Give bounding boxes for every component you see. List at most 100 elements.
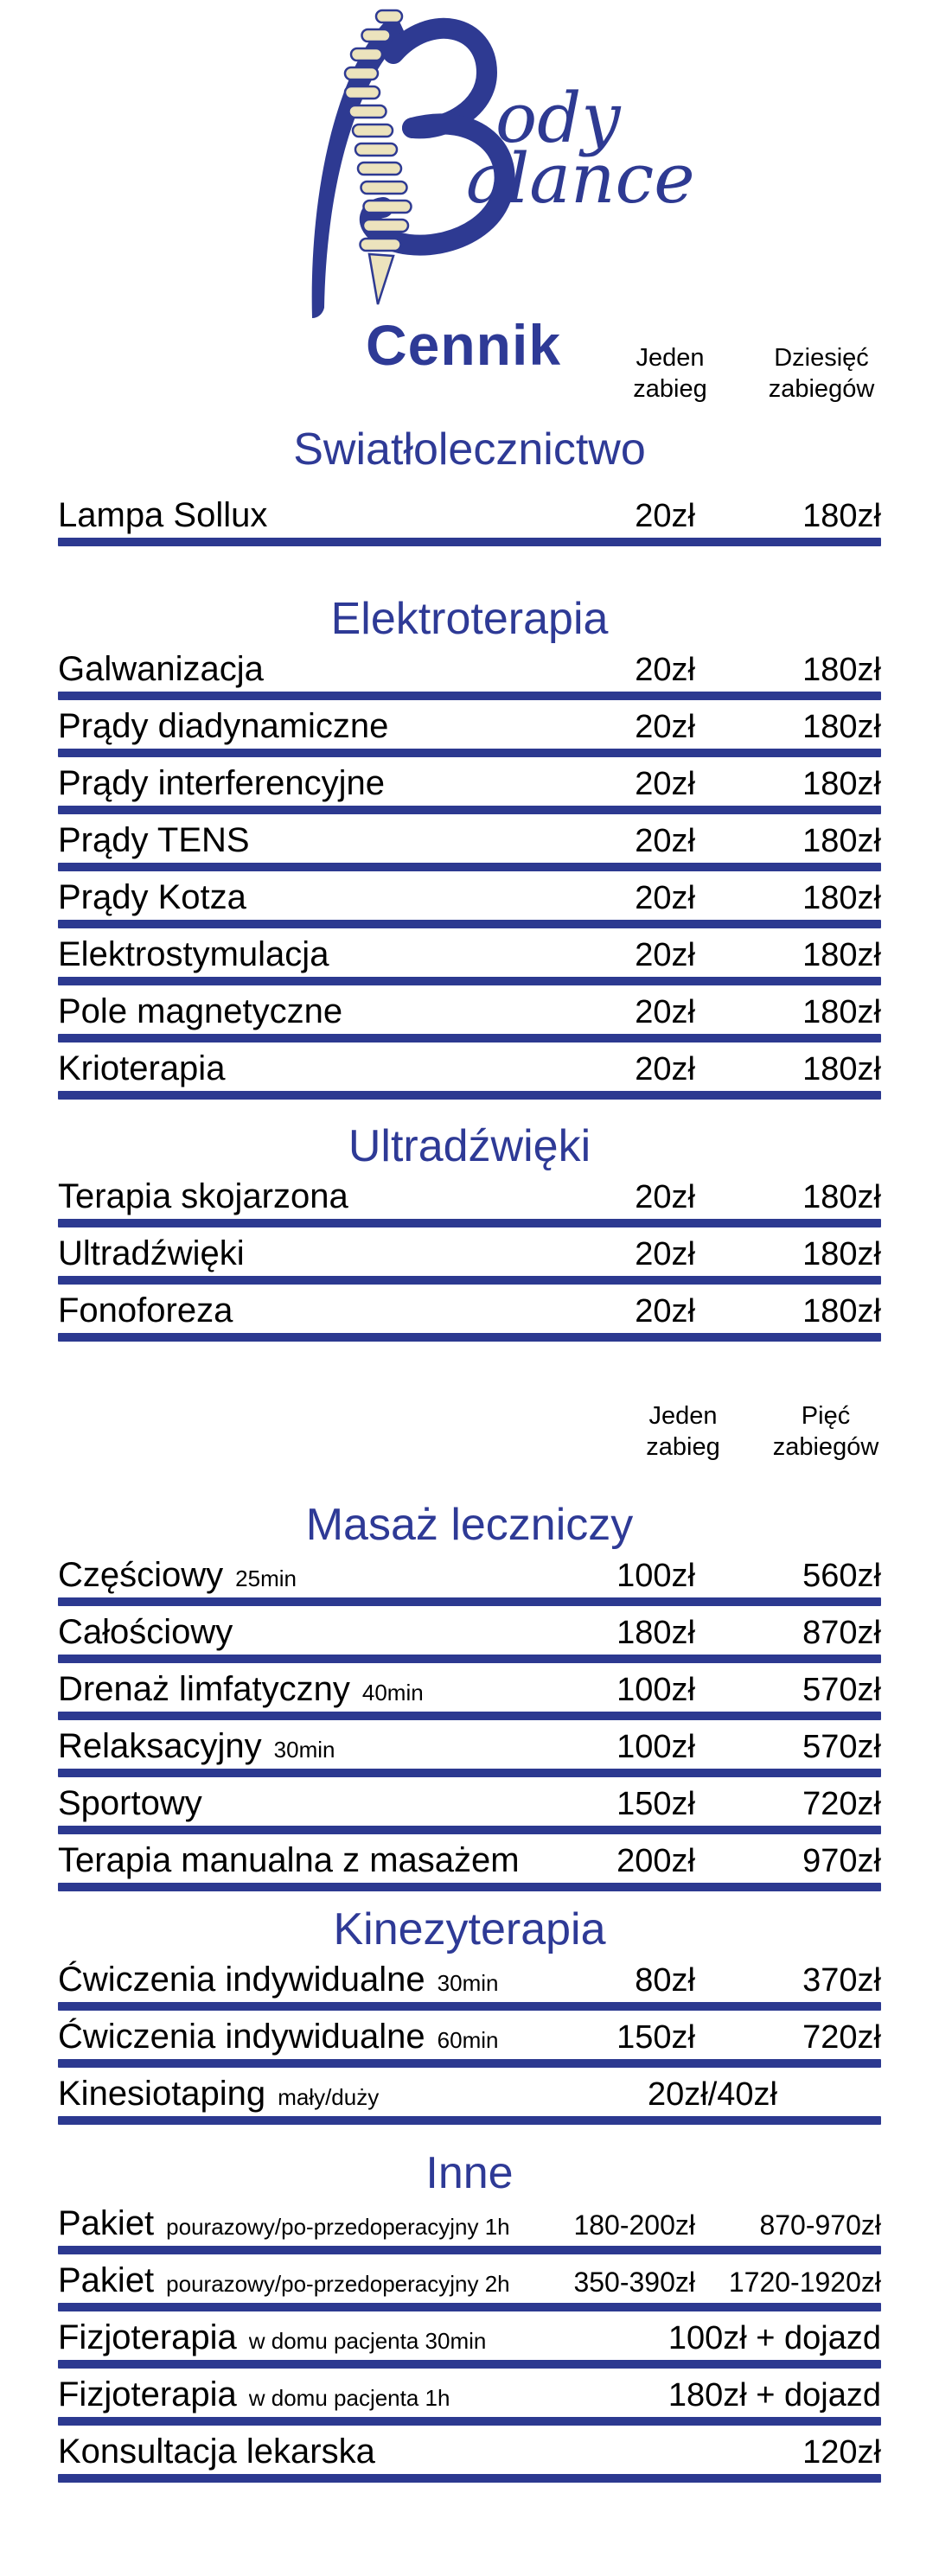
table-row: Prądy interferencyjne 20zł 180zł [58, 757, 881, 806]
column-headers: Jeden zabieg Pięć zabiegów [58, 1400, 881, 1463]
price-single: 200zł [616, 1843, 695, 1879]
row-divider [58, 692, 881, 700]
service-name: Prądy interferencyjne [58, 764, 385, 802]
price-package: 180zł [802, 880, 881, 916]
price-combined: 100zł + dojazd [668, 2320, 881, 2356]
row-divider [58, 1655, 881, 1663]
table-row: Terapia manualna z masażem 200zł 970zł [58, 1834, 881, 1883]
table-row: Częściowy 25min 100zł 560zł [58, 1549, 881, 1597]
price-package: 180zł [802, 1236, 881, 1272]
table-row: Elektrostymulacja 20zł 180zł [58, 928, 881, 977]
price-package: 1720-1920zł [728, 2267, 881, 2298]
service-name: Ćwiczenia indywidualne [58, 2018, 425, 2056]
price-package: 180zł [802, 1051, 881, 1087]
price-section: Inne Pakiet pourazowy/po-przedoperacyjny 1… [58, 2149, 881, 2483]
row-divider [58, 1276, 881, 1285]
service-name: Ćwiczenia indywidualne [58, 1961, 425, 1999]
row-divider [58, 1091, 881, 1100]
row-divider [58, 1333, 881, 1342]
price-single: 150zł [616, 2019, 695, 2056]
row-divider [58, 2246, 881, 2254]
price-package: 180zł [802, 994, 881, 1030]
price-single: 80zł [635, 1962, 695, 1999]
row-divider [58, 1826, 881, 1834]
price-package: 870-970zł [759, 2209, 881, 2241]
price-single: 20zł [635, 709, 695, 745]
service-note: 60min [437, 2027, 499, 2053]
row-divider [58, 2303, 881, 2311]
section-title: Kinezyterapia [333, 1904, 606, 1954]
price-sections: Swiatłolecznictwo Lampa Sollux 20zł 180zł El… [58, 425, 881, 2483]
price-single: 100zł [616, 1672, 695, 1708]
service-name: Elektrostymulacja [58, 935, 329, 973]
price-single: 180-200zł [573, 2209, 695, 2241]
price-package: 720zł [802, 2019, 881, 2056]
column-header-line: Jeden [648, 1402, 718, 1430]
service-note: pourazowy/po-przedoperacyjny 2h [166, 2271, 510, 2297]
price-package: 180zł [802, 652, 881, 688]
column-header-package: Dziesięć zabiegów [769, 342, 875, 405]
row-divider [58, 1597, 881, 1606]
column-header-line: zabieg [646, 1433, 720, 1461]
table-row: Całościowy 180zł 870zł [58, 1606, 881, 1655]
table-row: Kinesiotaping mały/duży 20zł/40zł [58, 2068, 881, 2116]
price-single: 20zł [635, 1293, 695, 1329]
service-name: Sportowy [58, 1784, 202, 1822]
table-row: Galwanizacja 20zł 180zł [58, 643, 881, 692]
price-package: 560zł [802, 1558, 881, 1594]
price-section: Masaż leczniczy Częściowy 25min 100zł 560zł C… [58, 1501, 881, 1891]
table-row: Prądy TENS 20zł 180zł [58, 814, 881, 863]
table-row: Pakiet pourazowy/po-przedoperacyjny 2h 350… [58, 2254, 881, 2303]
table-row: Drenaż limfatyczny 40min 100zł 570zł [58, 1663, 881, 1712]
price-section: Swiatłolecznictwo Lampa Sollux 20zł 180zł [58, 425, 881, 546]
service-name: Pakiet [58, 2204, 155, 2242]
column-header-line: Pięć [801, 1402, 851, 1430]
row-divider [58, 1712, 881, 1720]
service-note: 30min [273, 1737, 335, 1763]
service-name: Prądy TENS [58, 821, 250, 859]
service-name: Częściowy [58, 1556, 224, 1594]
table-row: Krioterapia 20zł 180zł [58, 1043, 881, 1091]
service-name: Całościowy [58, 1613, 233, 1651]
row-divider [58, 1219, 881, 1227]
row-divider [58, 1034, 881, 1043]
section-title: Ultradźwięki [348, 1121, 591, 1171]
table-row: Prądy Kotza 20zł 180zł [58, 871, 881, 920]
price-section: Ultradźwięki Terapia skojarzona 20zł 180zł U… [58, 1122, 881, 1342]
table-row: Pole magnetyczne 20zł 180zł [58, 985, 881, 1034]
price-combined: 180zł + dojazd [668, 2377, 881, 2413]
row-divider [58, 920, 881, 928]
logo-word-body: ody [495, 78, 622, 158]
spine-icon [343, 9, 412, 305]
service-name: Terapia skojarzona [58, 1177, 348, 1215]
price-single: 20zł [635, 823, 695, 859]
price-package: 180zł [802, 766, 881, 802]
section-rows: Pakiet pourazowy/po-przedoperacyjny 1h 180… [58, 2197, 881, 2483]
column-header-line: Jeden [636, 344, 705, 372]
row-divider [58, 2360, 881, 2369]
price-package: 180zł [802, 1293, 881, 1329]
service-note: 25min [235, 1565, 297, 1591]
column-header-line: zabieg [633, 375, 707, 403]
price-single: 100zł [616, 1729, 695, 1765]
price-package: 970zł [802, 1843, 881, 1879]
price-single: 180zł [616, 1615, 695, 1651]
column-header-line: zabiegów [772, 1433, 879, 1461]
service-name: Prądy Kotza [58, 878, 246, 916]
table-row: Relaksacyjny 30min 100zł 570zł [58, 1720, 881, 1769]
price-single: 20zł [635, 880, 695, 916]
section-rows: Terapia skojarzona 20zł 180zł Ultradźwięki 2… [58, 1170, 881, 1342]
service-name: Ultradźwięki [58, 1234, 245, 1272]
row-divider [58, 538, 881, 546]
price-package: 370zł [802, 1962, 881, 1999]
price-package: 180zł [802, 498, 881, 534]
price-single: 20zł [635, 994, 695, 1030]
service-name: Krioterapia [58, 1049, 226, 1087]
table-row: Lampa Sollux 20zł 180zł [58, 489, 881, 538]
price-combined: 20zł/40zł [648, 2076, 777, 2113]
column-header-line: zabiegów [768, 375, 875, 403]
column-header-single: Jeden zabieg [646, 1400, 719, 1463]
price-section: Elektroterapia Galwanizacja 20zł 180zł Prądy… [58, 595, 881, 1100]
table-row: Ćwiczenia indywidualne 30min 80zł 370zł [58, 1954, 881, 2002]
